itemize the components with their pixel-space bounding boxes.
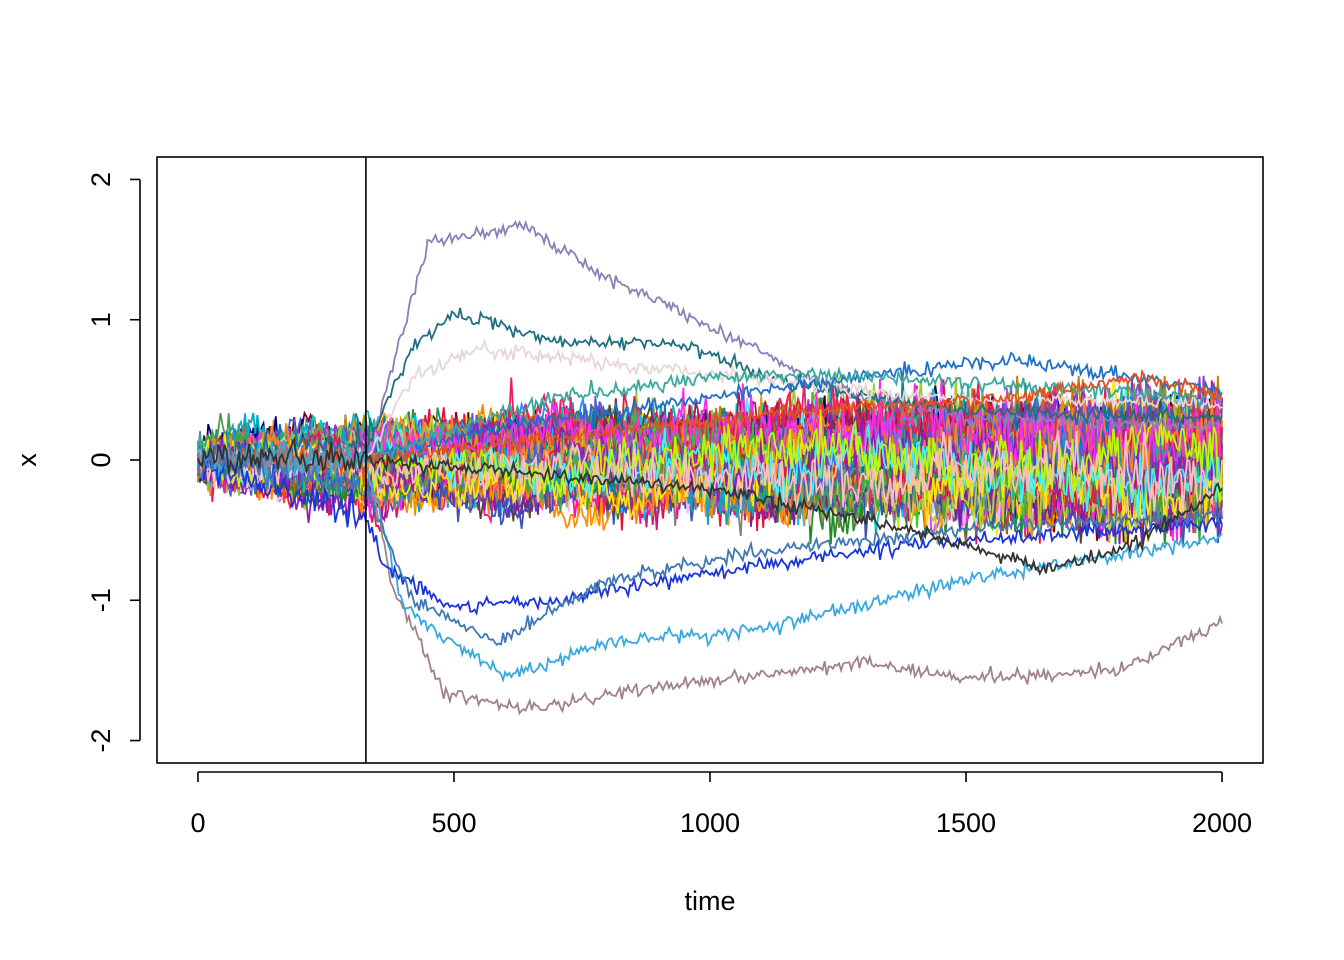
x-tick-label: 1500 bbox=[936, 808, 996, 838]
x-tick-label: 2000 bbox=[1192, 808, 1252, 838]
y-tick-label: 1 bbox=[86, 312, 116, 327]
outlier-series-line bbox=[197, 436, 1223, 576]
outlier-series-line bbox=[197, 444, 1223, 646]
outlier-series-line bbox=[197, 439, 1223, 683]
x-tick-label: 1000 bbox=[680, 808, 740, 838]
y-tick-label: -2 bbox=[86, 729, 116, 753]
y-tick-label: -1 bbox=[86, 588, 116, 612]
x-axis: 0 500 1000 1500 2000 bbox=[190, 771, 1252, 838]
x-tick-label: 500 bbox=[431, 808, 476, 838]
y-tick-label: 0 bbox=[86, 452, 116, 467]
outlier-series-line bbox=[197, 459, 1223, 616]
outlier-series-line bbox=[197, 368, 1223, 488]
x-tick-label: 0 bbox=[190, 808, 205, 838]
x-axis-title: time bbox=[684, 886, 735, 916]
y-tick-label: 2 bbox=[86, 172, 116, 187]
series-layer bbox=[197, 219, 1223, 716]
plot-frame bbox=[156, 156, 1264, 764]
y-axis: -2 -1 0 1 2 bbox=[86, 172, 141, 753]
outlier-series-line bbox=[197, 307, 1223, 479]
y-axis-title: x bbox=[12, 453, 42, 467]
outlier-series-line bbox=[197, 219, 1223, 479]
